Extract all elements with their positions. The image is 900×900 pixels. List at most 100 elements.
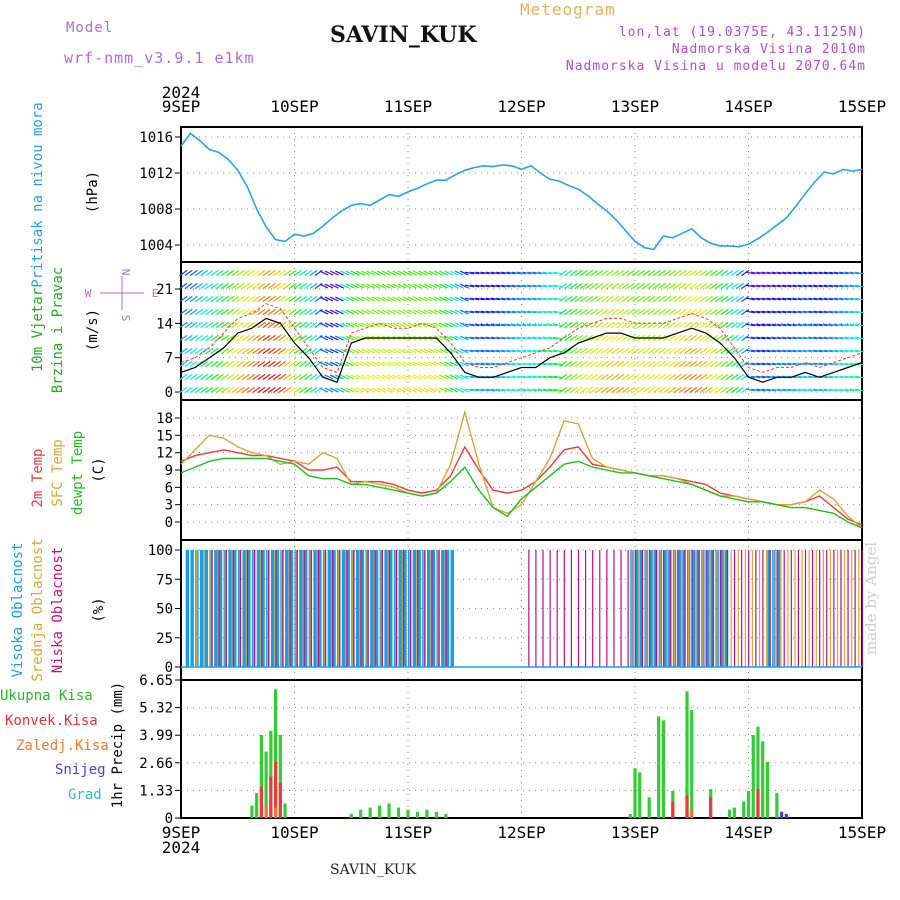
wind-arrow — [668, 360, 677, 368]
wind-arrow — [205, 308, 214, 316]
wind-arrow — [559, 269, 568, 277]
wind-arrow — [761, 388, 771, 392]
wind-arrow — [496, 375, 506, 379]
wind-arrow — [480, 297, 490, 301]
wind-arrow — [777, 388, 787, 392]
wind-arrow — [777, 284, 787, 288]
wind-arrow — [464, 336, 475, 340]
wind-arrow — [709, 347, 719, 355]
wind-arrow — [480, 336, 490, 340]
wind-arrow — [548, 362, 558, 366]
wind-arrow — [366, 270, 375, 276]
cloud-bar-1 — [316, 550, 318, 667]
wind-arrow — [673, 386, 682, 394]
wind-arrow — [350, 374, 360, 380]
wind-arrow — [480, 349, 490, 353]
wind-arrow — [439, 309, 448, 315]
precip-bar-2 — [264, 805, 268, 818]
cloud-bar-0 — [228, 550, 232, 667]
wind-arrow — [527, 284, 537, 288]
wind-arrow — [600, 269, 609, 277]
wind-arrow — [699, 347, 708, 355]
cloud-bar-0 — [450, 550, 454, 667]
wind-arrow — [668, 386, 677, 394]
wind-arrow — [709, 295, 719, 303]
cloud-bar-0 — [445, 550, 450, 667]
wind-arrow — [252, 295, 261, 303]
wind-arrow — [506, 375, 516, 379]
cloud-bar-1 — [702, 550, 704, 667]
wind-arrow — [839, 362, 849, 366]
wind-arrow — [231, 347, 240, 355]
wind-arrow — [444, 387, 454, 393]
wind-arrow — [616, 282, 625, 290]
wind-arrow — [449, 335, 459, 341]
wind-arrow — [574, 360, 583, 368]
wind-arrow — [631, 282, 640, 290]
wind-arrow — [490, 349, 501, 353]
wind-arrow — [553, 297, 563, 301]
wind-arrow — [490, 336, 501, 340]
wind-arrow — [694, 347, 703, 355]
wind-arrow — [808, 323, 818, 327]
wind-arrow — [355, 374, 365, 380]
wind-arrow — [855, 297, 865, 301]
wind-arrow — [241, 269, 250, 277]
wind-arrow — [595, 295, 604, 303]
cloud-bar-1 — [822, 550, 825, 667]
wind-arrow — [345, 387, 355, 393]
wind-arrow — [496, 310, 506, 314]
wind-arrow — [595, 321, 604, 329]
wind-arrow — [777, 297, 787, 301]
wind-arrow — [340, 374, 349, 380]
wind-arrow — [309, 373, 318, 381]
cloud-bar-1 — [380, 550, 382, 667]
wind-arrow — [215, 373, 224, 381]
wind-arrow — [787, 349, 797, 353]
wind-arrow — [490, 297, 501, 301]
wind-arrow — [464, 349, 475, 353]
wind-arrow — [293, 295, 302, 303]
wind-arrow — [283, 295, 292, 303]
wind-arrow — [309, 321, 318, 329]
wind-arrow — [745, 362, 755, 366]
wind-arrow — [559, 295, 568, 303]
wind-arrow — [751, 336, 761, 340]
wind-arrow — [215, 269, 224, 277]
wind-arrow — [642, 373, 651, 381]
wind-arrow — [392, 270, 401, 276]
wind-arrow — [673, 269, 682, 277]
precip-bar-0 — [444, 813, 448, 818]
wind-arrow — [210, 334, 219, 342]
wind-arrow — [506, 310, 516, 314]
wind-arrow — [355, 270, 365, 276]
wind-arrow — [272, 308, 282, 316]
precip-bar-1 — [278, 782, 282, 818]
wind-arrow — [413, 270, 422, 276]
wind-arrow — [611, 282, 620, 290]
wind-arrow — [324, 348, 334, 354]
cloud-bar-2 — [296, 550, 298, 667]
wind-arrow — [516, 388, 527, 392]
wind-arrow — [246, 373, 256, 381]
wind-arrow — [792, 362, 802, 366]
wind-arrow — [490, 323, 501, 327]
cloud-bar-0 — [247, 550, 251, 667]
wind-arrow — [699, 282, 708, 290]
wind-arrow — [782, 362, 792, 366]
wind-arrow — [485, 362, 495, 366]
cloud-bar-2 — [331, 550, 334, 667]
wind-arrow — [621, 347, 630, 355]
wind-arrow — [559, 334, 568, 342]
wind-arrow — [600, 373, 609, 381]
wind-arrow — [745, 297, 755, 301]
wind-arrow — [823, 310, 833, 314]
cloud-bar-2 — [847, 550, 849, 667]
wind-arrow — [605, 321, 614, 329]
cloud-bar-2 — [620, 550, 622, 667]
wind-arrow — [246, 360, 256, 368]
wind-arrow — [590, 373, 599, 381]
wind-arrow — [231, 360, 240, 368]
wind-arrow — [496, 323, 506, 327]
wind-arrow — [350, 387, 360, 393]
